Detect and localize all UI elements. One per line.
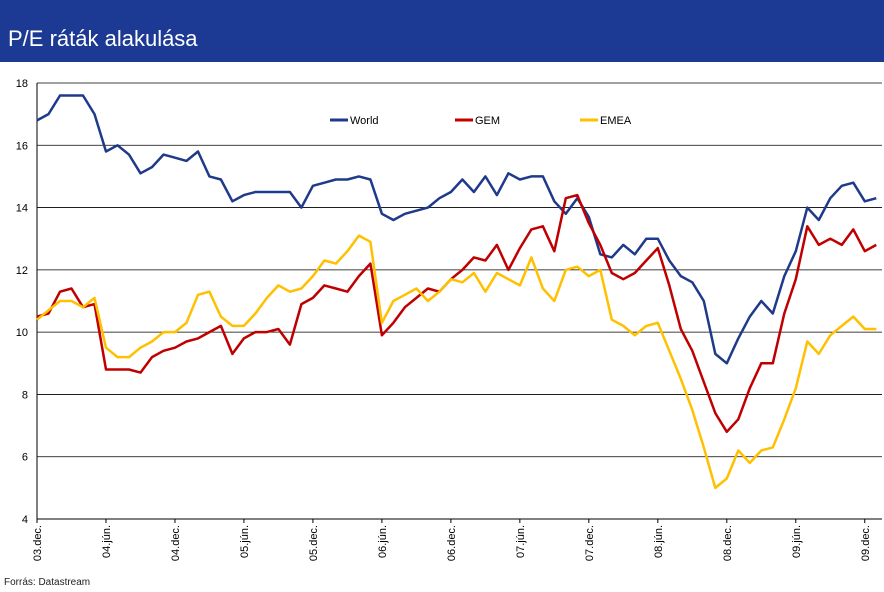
x-tick-label: 08.jún.: [653, 525, 665, 558]
y-tick-label: 6: [22, 452, 28, 464]
x-tick-label: 07.jún.: [515, 525, 527, 558]
x-tick-label: 06.jún.: [377, 525, 389, 558]
line-series: [36, 94, 877, 365]
x-tick-label: 04.dec.: [170, 525, 182, 561]
y-tick-label: 10: [16, 327, 28, 339]
chart: 4 6 8 10 12 14 16 18 03.dec. 04.jún. 04.dec. 05.jún…: [16, 78, 882, 561]
legend-label: EMEA: [600, 115, 632, 127]
x-tick-label: 09.dec.: [860, 525, 872, 561]
legend-label: GEM: [475, 115, 500, 127]
line-series: [36, 193, 877, 434]
y-tick-label: 18: [16, 78, 28, 90]
x-tick-label: 05.dec.: [308, 525, 320, 561]
y-tick-label: 14: [16, 203, 28, 215]
header-bar: P/E ráták alakulása: [0, 0, 884, 62]
y-tick-label: 16: [16, 140, 28, 152]
x-tick-label: 03.dec.: [32, 525, 44, 561]
x-tick-label: 09.jún.: [791, 525, 803, 558]
y-tick-label: 8: [22, 389, 28, 401]
y-tick-label: 4: [22, 514, 28, 526]
source-note: Forrás: Datastream: [4, 577, 91, 588]
x-tick-label: 05.jún.: [239, 525, 251, 558]
line-series: [36, 234, 877, 490]
x-tick-label: 08.dec.: [722, 525, 734, 561]
x-tick-label: 06.dec.: [446, 525, 458, 561]
legend-label: World: [350, 115, 379, 127]
x-tick-label: 07.dec.: [584, 525, 596, 561]
page-title: P/E ráták alakulása: [8, 26, 198, 51]
x-tick-label: 04.jún.: [101, 525, 113, 558]
y-tick-label: 12: [16, 265, 28, 277]
